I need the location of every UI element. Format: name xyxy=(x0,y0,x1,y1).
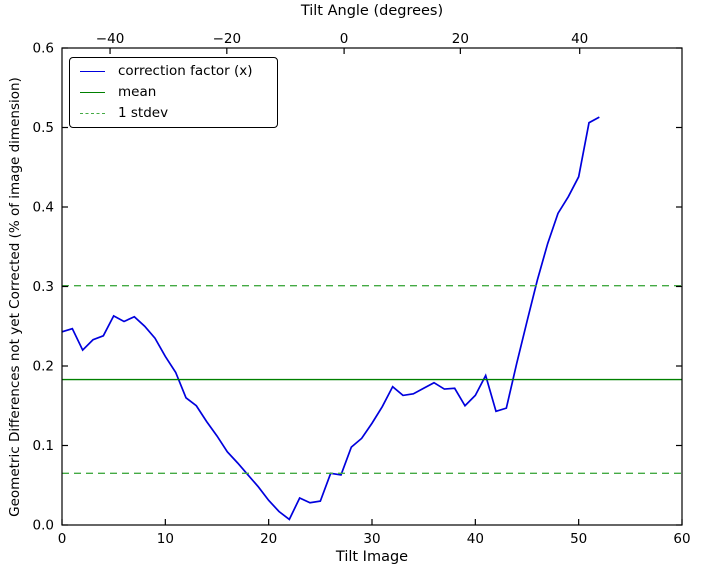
blue-line-sample-icon xyxy=(80,71,105,72)
y-tick-label: 0.3 xyxy=(33,279,54,295)
top-tick-label: −20 xyxy=(213,31,242,47)
x-tick-label: 20 xyxy=(260,531,277,547)
x-tick-label: 0 xyxy=(58,531,67,547)
green-line-sample-icon xyxy=(80,92,105,93)
green-dashed-sample-icon xyxy=(80,113,105,114)
y-tick-label: 0.1 xyxy=(33,438,54,454)
y-tick-label: 0.0 xyxy=(33,518,54,534)
top-tick-label: 20 xyxy=(452,31,469,47)
x-tick-label: 60 xyxy=(673,531,690,547)
y-tick-label: 0.4 xyxy=(33,200,54,216)
legend-entry-mean: mean xyxy=(80,85,269,100)
x-tick-label: 30 xyxy=(363,531,380,547)
top-tick-label: 40 xyxy=(571,31,588,47)
x-tick-label: 50 xyxy=(570,531,587,547)
x-tick-label: 40 xyxy=(467,531,484,547)
legend-entry-stdev: 1 stdev xyxy=(80,106,269,121)
y-tick-label: 0.5 xyxy=(33,120,54,136)
top-tick-label: −40 xyxy=(96,31,125,47)
y-tick-label: 0.6 xyxy=(33,41,54,57)
y-tick-label: 0.2 xyxy=(33,359,54,375)
y-axis-label: Geometric Differences not yet Corrected … xyxy=(7,77,23,517)
x-tick-label: 10 xyxy=(157,531,174,547)
legend-label: 1 stdev xyxy=(118,105,169,121)
top-axis-label: Tilt Angle (degrees) xyxy=(300,3,444,19)
legend-label: mean xyxy=(118,84,157,100)
legend: correction factor (x) mean 1 stdev xyxy=(69,57,278,128)
x-axis-label: Tilt Image xyxy=(335,549,409,565)
legend-entry-correction-factor: correction factor (x) xyxy=(80,64,269,79)
top-tick-label: 0 xyxy=(340,31,349,47)
legend-label: correction factor (x) xyxy=(118,63,253,79)
data-polyline xyxy=(61,116,600,521)
